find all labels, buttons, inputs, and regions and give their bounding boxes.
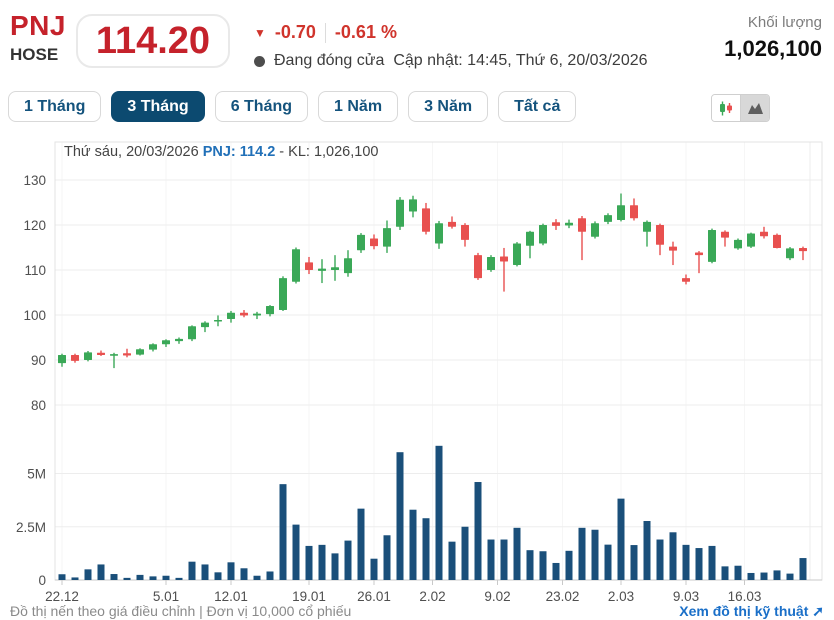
tab-1-month[interactable]: 1 Tháng bbox=[8, 91, 102, 122]
chart-tooltip: Thứ sáu, 20/03/2026 PNJ: 114.2 - KL: 1,0… bbox=[64, 144, 378, 160]
svg-text:120: 120 bbox=[23, 218, 46, 233]
volume-label: Khối lượng bbox=[747, 14, 822, 31]
svg-text:5.01: 5.01 bbox=[153, 589, 179, 604]
volume-block: Khối lượng 1,026,100 bbox=[724, 14, 822, 62]
current-price: 114.20 bbox=[76, 14, 230, 68]
price-change-row: ▼ -0.70 -0.61 % bbox=[254, 22, 397, 43]
period-tabs: 1 Tháng 3 Tháng 6 Tháng 1 Năm 3 Năm Tất … bbox=[8, 91, 577, 122]
tab-6-months[interactable]: 6 Tháng bbox=[214, 91, 309, 122]
arrow-down-icon: ▼ bbox=[254, 25, 266, 40]
tooltip-symbol-price: PNJ: 114.2 bbox=[202, 144, 276, 160]
change-percent: -0.61 % bbox=[334, 22, 397, 42]
stock-ticker: PNJ bbox=[10, 10, 66, 41]
svg-text:0: 0 bbox=[38, 573, 46, 588]
area-chart-button[interactable] bbox=[740, 95, 769, 121]
tab-all[interactable]: Tất cả bbox=[498, 91, 577, 122]
change-value: -0.70 bbox=[274, 22, 316, 42]
svg-text:2.02: 2.02 bbox=[419, 589, 445, 604]
candlestick-chart-button[interactable] bbox=[712, 95, 740, 121]
price-volume-chart[interactable]: 130 120 110 100 90 80 5M 2.5M 022.12 5.01 12.01 19.… bbox=[0, 133, 834, 612]
svg-text:19.01: 19.01 bbox=[292, 589, 326, 604]
tooltip-volume: - KL: 1,026,100 bbox=[279, 144, 379, 160]
svg-text:22.12: 22.12 bbox=[45, 589, 79, 604]
market-status: Đang đóng cửa bbox=[274, 52, 385, 69]
svg-text:26.01: 26.01 bbox=[357, 589, 391, 604]
status-dot-icon bbox=[254, 55, 265, 67]
tab-1-year[interactable]: 1 Năm bbox=[318, 91, 399, 122]
chart-type-toggle bbox=[711, 94, 770, 122]
arrow-up-right-icon: ➚ bbox=[812, 603, 824, 619]
exchange-label: HOSE bbox=[10, 45, 59, 64]
svg-text:9.02: 9.02 bbox=[484, 589, 510, 604]
svg-text:80: 80 bbox=[31, 398, 46, 413]
tab-3-months[interactable]: 3 Tháng bbox=[111, 91, 205, 122]
technical-chart-link-label: Xem đồ thị kỹ thuật bbox=[679, 603, 809, 619]
svg-text:100: 100 bbox=[23, 308, 46, 323]
tooltip-date: Thứ sáu, 20/03/2026 bbox=[64, 144, 199, 160]
market-status-row: Đang đóng cửa Cập nhật: 14:45, Thứ 6, 20… bbox=[254, 52, 648, 70]
svg-text:90: 90 bbox=[31, 353, 46, 368]
svg-text:110: 110 bbox=[24, 263, 46, 278]
svg-text:23.02: 23.02 bbox=[546, 589, 580, 604]
svg-text:2.03: 2.03 bbox=[608, 589, 634, 604]
divider bbox=[324, 22, 326, 43]
tab-3-years[interactable]: 3 Năm bbox=[408, 91, 489, 122]
svg-text:16.03: 16.03 bbox=[728, 589, 762, 604]
svg-text:9.03: 9.03 bbox=[673, 589, 699, 604]
svg-text:2.5M: 2.5M bbox=[16, 520, 46, 535]
svg-text:12.01: 12.01 bbox=[214, 589, 248, 604]
svg-text:5M: 5M bbox=[27, 467, 46, 482]
candlestick-chart-icon bbox=[720, 101, 732, 115]
area-chart-icon bbox=[747, 103, 763, 114]
volume-value: 1,026,100 bbox=[724, 36, 822, 61]
svg-text:130: 130 bbox=[23, 173, 46, 188]
chart-area[interactable]: Thứ sáu, 20/03/2026 PNJ: 114.2 - KL: 1,0… bbox=[0, 133, 834, 612]
last-updated: Cập nhật: 14:45, Thứ 6, 20/03/2026 bbox=[393, 52, 648, 69]
